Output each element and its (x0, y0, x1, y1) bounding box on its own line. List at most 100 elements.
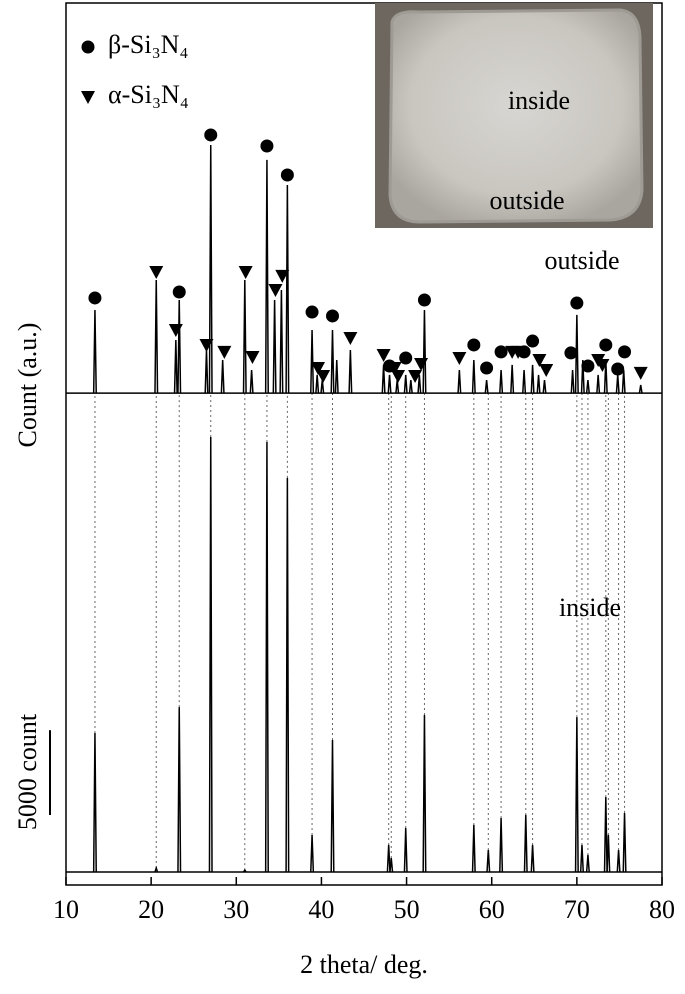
peak (204, 350, 209, 394)
plot-frame (65, 2, 663, 886)
marker (467, 338, 481, 352)
peak (579, 844, 584, 872)
marker (511, 345, 526, 359)
inset-photo: inside outside (375, 3, 653, 228)
marker (316, 369, 331, 383)
peak (570, 370, 575, 394)
x-tick-label: 70 (564, 895, 590, 924)
peak (285, 184, 290, 394)
marker (414, 357, 429, 371)
peak (622, 812, 627, 872)
peak (242, 868, 247, 873)
marker (480, 361, 494, 375)
marker (238, 266, 253, 280)
peak (585, 854, 590, 872)
marker (417, 293, 431, 307)
x-tick-label: 30 (223, 895, 249, 924)
peak (542, 379, 547, 394)
x-tick-label: 80 (649, 895, 675, 924)
marker (204, 128, 218, 142)
peak (386, 844, 391, 872)
peak (616, 850, 621, 872)
peak (315, 374, 320, 394)
legend-label: α-Si₃N₄ (108, 80, 189, 109)
peak (471, 824, 476, 872)
marker (376, 348, 391, 362)
peak (334, 360, 339, 394)
peak (310, 330, 315, 394)
inset-label: inside (508, 86, 570, 115)
marker (260, 139, 274, 153)
peak (615, 374, 620, 394)
peak (285, 477, 290, 872)
peak (249, 370, 254, 394)
x-tick-label: 20 (138, 895, 164, 924)
marker (172, 285, 186, 299)
marker (618, 345, 632, 359)
marker (245, 350, 260, 364)
peak (638, 384, 643, 394)
peak (154, 865, 159, 873)
inset-label: outside (489, 186, 564, 215)
peak (574, 717, 579, 872)
series-label: outside (544, 246, 619, 275)
peak (389, 857, 394, 873)
peak (499, 817, 504, 872)
marker (581, 359, 595, 373)
marker (149, 266, 164, 280)
peak (522, 370, 527, 394)
peak (272, 299, 277, 394)
peak (536, 374, 541, 394)
marker (280, 168, 294, 182)
peak (403, 374, 408, 394)
marker (88, 291, 102, 305)
peak (220, 360, 225, 394)
marker (633, 366, 648, 380)
peak (177, 299, 182, 394)
marker (387, 362, 402, 376)
peak (387, 374, 392, 394)
peak (457, 370, 462, 394)
x-tick-label: 40 (308, 895, 334, 924)
peak (585, 379, 590, 394)
peak (92, 733, 97, 872)
y-axis-label: Count (a.u.) (13, 323, 42, 448)
peak (530, 364, 535, 394)
peak (499, 370, 504, 394)
peak (208, 437, 213, 872)
peak (279, 289, 284, 394)
marker (399, 351, 413, 365)
peak (621, 370, 626, 394)
marker (311, 362, 326, 376)
peak (177, 707, 182, 872)
peak (422, 309, 427, 394)
peak (471, 360, 476, 394)
marker (217, 345, 232, 359)
marker (168, 324, 183, 338)
x-tick-label: 60 (479, 895, 505, 924)
peak (348, 350, 353, 394)
peak (523, 814, 528, 872)
marker (611, 362, 625, 376)
series (66, 437, 662, 873)
marker (564, 346, 578, 360)
marker (595, 358, 610, 372)
marker (539, 364, 554, 378)
peak (596, 374, 601, 394)
peak (154, 279, 159, 394)
marker (305, 305, 319, 319)
marker (343, 331, 358, 345)
marker (526, 334, 540, 348)
marker (599, 338, 613, 352)
series-label: inside (559, 593, 621, 622)
photo-sample (388, 8, 644, 224)
peak (484, 379, 489, 394)
peak (403, 827, 408, 872)
marker (570, 296, 584, 310)
series (66, 144, 662, 394)
legend-symbol (81, 91, 95, 104)
x-tick-label: 10 (53, 895, 79, 924)
marker (275, 269, 290, 283)
peak (580, 360, 585, 394)
